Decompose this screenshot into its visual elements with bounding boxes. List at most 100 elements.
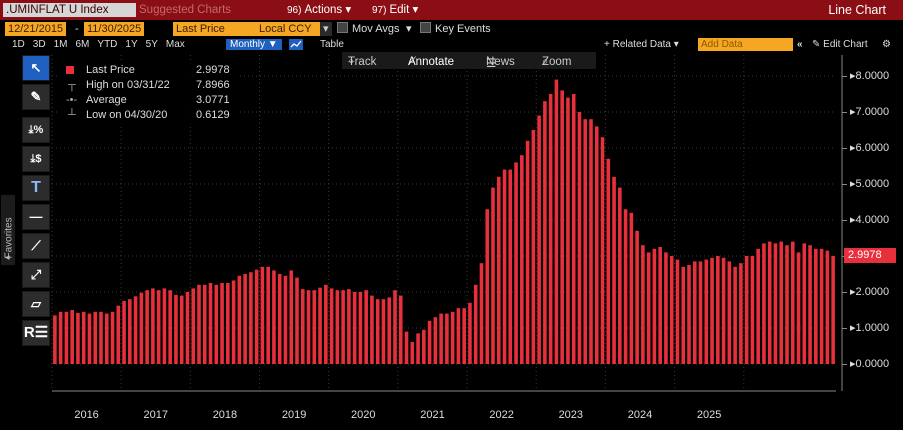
bar	[295, 277, 299, 364]
bar	[502, 169, 507, 364]
period-max[interactable]: Max	[165, 39, 185, 50]
bar	[473, 284, 478, 364]
edit-chart-label: Edit Chart	[823, 39, 868, 50]
draw-tool[interactable]: ✎	[22, 84, 50, 110]
bar	[819, 248, 824, 364]
bar	[485, 209, 490, 364]
cursor-icon: ↖	[30, 60, 42, 75]
checkbox-icon	[420, 22, 431, 33]
bar	[277, 274, 282, 364]
period-5y[interactable]: 5Y	[145, 39, 158, 50]
bar	[831, 256, 835, 364]
bar	[139, 292, 144, 364]
related-data-button[interactable]: + Related Data ▾	[604, 38, 679, 51]
ticker-field[interactable]: .UMINFLAT U Index	[3, 3, 136, 17]
fib-tool[interactable]: R☰	[22, 320, 50, 346]
y-tick-label: ▸5.0000	[850, 178, 890, 190]
edit-chart-button[interactable]: ✎ Edit Chart	[812, 38, 868, 51]
bar	[479, 263, 484, 364]
mov-avgs-toggle[interactable]: Mov Avgs	[337, 22, 400, 36]
bar	[53, 315, 57, 364]
bar	[283, 275, 288, 364]
legend-high-label: High on 03/31/22	[86, 79, 170, 91]
gear-icon[interactable]: ⚙	[882, 39, 891, 50]
bar	[370, 295, 374, 364]
table-button[interactable]: Table	[320, 39, 344, 50]
track-label: Track	[348, 56, 377, 68]
bar	[531, 130, 536, 364]
period-3d[interactable]: 3D	[32, 39, 46, 50]
edit-menu[interactable]: 97) Edit ▾	[369, 3, 433, 17]
frequency-dropdown[interactable]: Monthly ▼	[226, 38, 282, 51]
legend-low-value: 0.6129	[196, 109, 230, 121]
text-tool[interactable]: T	[22, 175, 50, 201]
dollar-tool[interactable]: ⤓$	[22, 146, 50, 172]
bar	[675, 259, 680, 364]
add-data-input[interactable]: Add Data	[698, 38, 793, 51]
last-price-badge: 2.9978	[844, 248, 896, 263]
field-selector[interactable]: Last Price	[173, 22, 257, 36]
period-ytd[interactable]: YTD	[97, 39, 118, 50]
y-tick-mark	[842, 76, 847, 77]
legend-low: ┴ Low on 04/30/20 0.6129	[64, 108, 236, 122]
x-tick-label: 2020	[351, 409, 376, 421]
bar	[744, 256, 749, 364]
bar	[802, 243, 807, 364]
date-separator: -	[75, 23, 79, 35]
bar	[364, 290, 368, 364]
series-swatch-icon	[66, 66, 74, 74]
currency-selector[interactable]: Local CCY	[256, 22, 324, 36]
collapse-icon[interactable]: «	[797, 39, 803, 50]
hline-tool[interactable]: —	[22, 204, 50, 230]
high-marker-icon: ┬	[68, 79, 76, 91]
pointer-tool[interactable]: ↖	[22, 55, 50, 81]
legend-last-price[interactable]: Last Price 2.9978	[64, 63, 236, 77]
bar	[214, 284, 219, 364]
bar	[433, 317, 438, 364]
zoom-label: Zoom	[542, 56, 572, 68]
bar	[606, 158, 611, 364]
end-date-field[interactable]: 11/30/2025	[84, 22, 145, 36]
bar	[93, 311, 98, 364]
actions-menu[interactable]: 96) Actions ▾	[284, 3, 368, 17]
key-events-toggle[interactable]: Key Events	[420, 22, 491, 36]
dropdown-icon[interactable]: ▾	[406, 23, 412, 35]
period-1d[interactable]: 1D	[12, 39, 25, 50]
bar	[491, 187, 495, 364]
chart-mini-toolbar: ⌖ Track ⟋ Annotate ☰ News ⌕ Zoom	[342, 52, 596, 70]
y-tick-label: ▸2.0000	[850, 286, 890, 298]
line-chart-icon[interactable]	[289, 39, 303, 50]
legend-last-price-label: Last Price	[86, 64, 135, 76]
bar	[583, 119, 588, 364]
collapse-icon[interactable]: ◂	[5, 252, 10, 262]
favorites-tab[interactable]: Favorites	[1, 195, 15, 265]
bar	[266, 266, 270, 364]
period-6m[interactable]: 6M	[75, 39, 90, 50]
y-tick-mark	[842, 148, 847, 149]
bar	[618, 187, 622, 364]
grid	[51, 55, 836, 391]
period-1y[interactable]: 1Y	[125, 39, 138, 50]
bar	[110, 311, 115, 364]
legend-average-label: Average	[86, 94, 127, 106]
bar	[520, 155, 524, 364]
ray-tool[interactable]: ⤢	[22, 262, 50, 288]
period-1m[interactable]: 1M	[53, 39, 68, 50]
x-axis	[52, 55, 843, 392]
start-date-field[interactable]: 12/21/2015	[5, 22, 67, 36]
bar	[635, 230, 639, 364]
channel-icon: ▱	[31, 296, 41, 311]
suggested-charts-button[interactable]: Suggested Charts	[136, 3, 282, 17]
bar	[398, 295, 403, 364]
channel-tool[interactable]: ▱	[22, 291, 50, 317]
percent-tool[interactable]: ⤓%	[22, 117, 50, 143]
dollar-change-icon: ⤓$	[30, 153, 42, 165]
bar	[81, 311, 86, 364]
currency-dropdown-icon[interactable]: ▾	[320, 22, 332, 36]
percent-change-icon: ⤓%	[28, 124, 44, 136]
y-tick-mark	[842, 364, 847, 365]
bar	[785, 245, 789, 364]
bar	[76, 312, 80, 364]
trendline-tool[interactable]: ⟋	[22, 233, 50, 259]
x-tick-label: 2025	[696, 409, 722, 421]
